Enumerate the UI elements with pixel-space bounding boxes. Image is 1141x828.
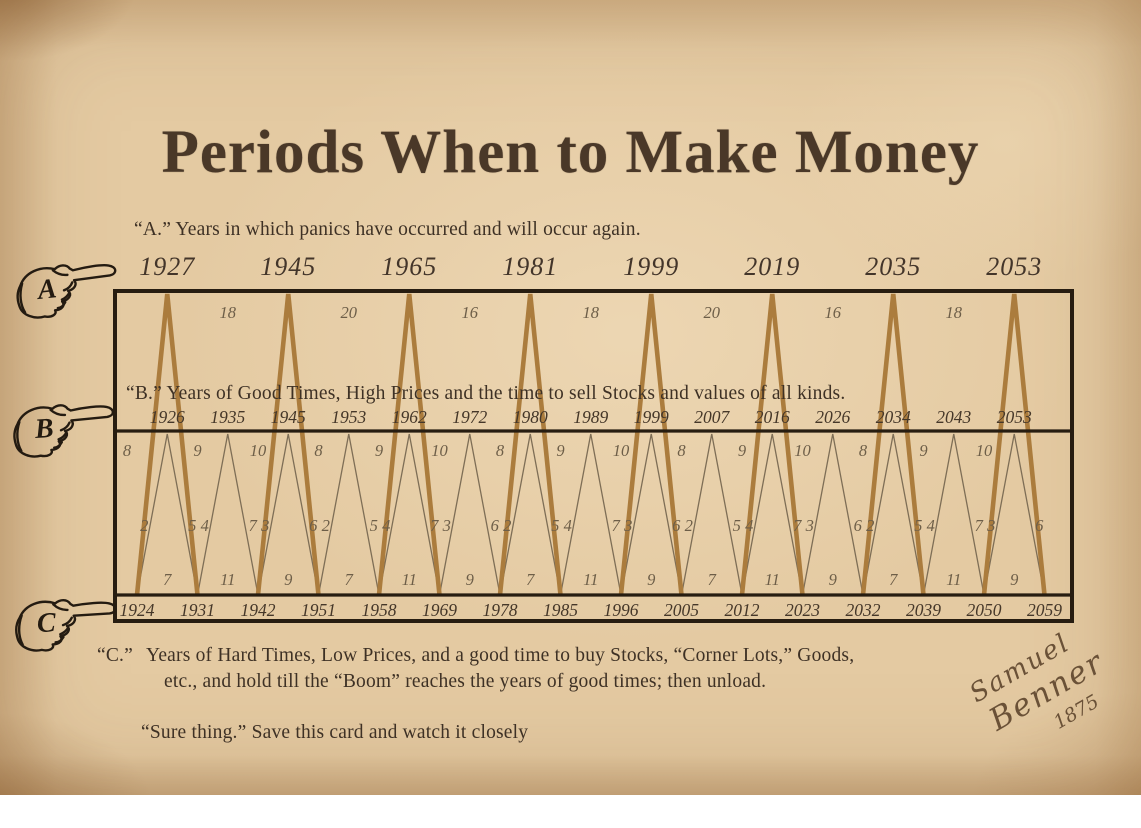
chart-outer-border: [113, 289, 1074, 623]
b-cycle-line: [801, 433, 864, 596]
pointing-hand-icon: [13, 404, 115, 458]
b-cycle-line: [680, 433, 743, 596]
b-cycle-line: [317, 433, 380, 596]
a-cycle-line: [860, 293, 926, 596]
a-cycle-line: [497, 293, 563, 596]
a-cycle-line: [255, 293, 321, 596]
a-cycle-line: [618, 293, 684, 596]
b-cycle-line: [741, 433, 804, 596]
b-cycle-line: [438, 433, 501, 596]
page-title: Periods When to Make Money: [161, 119, 980, 186]
caption-c-line1: Years of Hard Times, Low Prices, and a g…: [146, 645, 855, 666]
b-cycle-line: [983, 433, 1046, 596]
caption-c-line2: etc., and hold till the “Boom” reaches t…: [164, 671, 767, 692]
pointer-hand-a: A: [5, 250, 129, 330]
footer-note: “Sure thing.” Save this card and watch i…: [141, 722, 529, 743]
a-cycle-line: [739, 293, 805, 596]
caption-c-label: “C.”: [97, 645, 133, 666]
a-cycle-line: [981, 293, 1047, 596]
caption-b: “B.” Years of Good Times, High Prices an…: [126, 383, 846, 404]
b-cycle-line: [499, 433, 562, 596]
pointer-letter-a: A: [36, 273, 59, 306]
a-cycle-line: [134, 293, 200, 596]
b-cycle-line: [922, 433, 985, 596]
b-cycle-line: [378, 433, 441, 596]
pointer-hand-c: C: [6, 589, 126, 661]
caption-a: “A.” Years in which panics have occurred…: [134, 219, 641, 240]
pointer-hand-b: B: [3, 392, 125, 468]
pointing-hand-icon: [14, 599, 117, 652]
pointer-letter-c: C: [36, 607, 57, 640]
cycle-chart-svg: [113, 289, 1074, 623]
a-cycle-line: [376, 293, 442, 596]
b-cycle-line: [257, 433, 320, 596]
b-cycle-line: [196, 433, 259, 596]
pointing-hand-icon: [16, 264, 117, 319]
b-cycle-line: [862, 433, 925, 596]
b-cycle-line: [620, 433, 683, 596]
b-cycle-line: [559, 433, 622, 596]
benner-cycle-card: Periods When to Make Money “A.” Years in…: [0, 0, 1141, 795]
b-cycle-line: [136, 433, 199, 596]
pointer-letter-b: B: [33, 412, 55, 445]
